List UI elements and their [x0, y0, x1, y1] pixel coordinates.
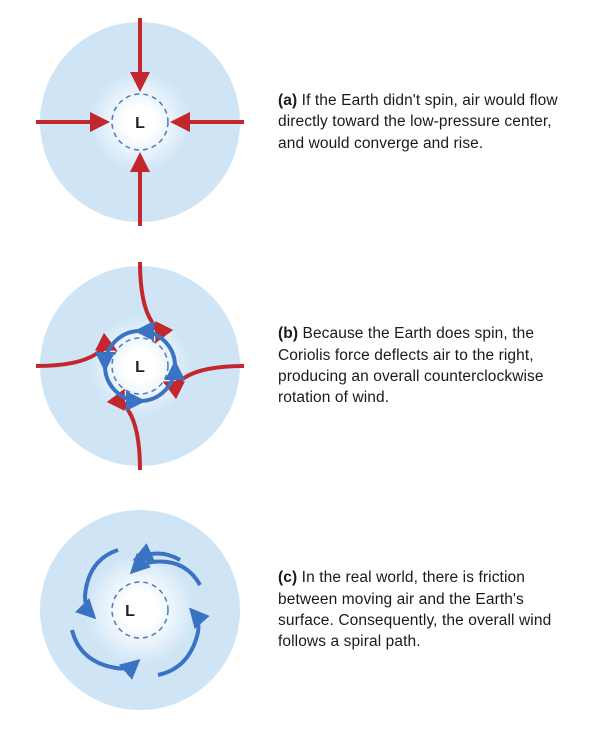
pressure-circle — [40, 510, 240, 710]
caption-c-text: In the real world, there is friction bet… — [278, 569, 551, 650]
diagram-a: L — [30, 12, 250, 232]
caption-a-text: If the Earth didn't spin, air would flow… — [278, 92, 558, 152]
caption-b-text: Because the Earth does spin, the Corioli… — [278, 325, 544, 406]
caption-b: (b) Because the Earth does spin, the Cor… — [278, 323, 576, 409]
caption-c-label: (c) — [278, 569, 302, 586]
center-label-c: L — [125, 603, 135, 620]
diagram-b: L — [30, 256, 250, 476]
diagram-c: L — [30, 500, 250, 720]
caption-a: (a) If the Earth didn't spin, air would … — [278, 90, 576, 154]
panel-c: L (c) In the real world, there is fricti… — [0, 488, 606, 732]
caption-a-label: (a) — [278, 92, 302, 109]
center-label-a: L — [135, 115, 145, 132]
panel-a: L (a) If the Earth didn't spin, air woul… — [0, 0, 606, 244]
panel-b: L (b) Because the Earth does spin, the C… — [0, 244, 606, 488]
caption-b-label: (b) — [278, 325, 303, 342]
center-label-b: L — [135, 359, 145, 376]
caption-c: (c) In the real world, there is friction… — [278, 567, 576, 653]
